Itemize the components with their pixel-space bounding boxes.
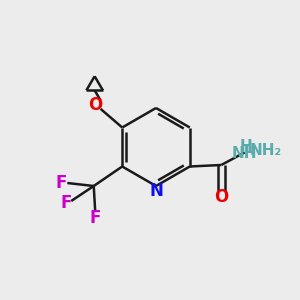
Text: F: F [60,194,71,212]
Text: NH: NH [232,146,257,161]
Text: NH₂: NH₂ [249,142,281,158]
Text: F: F [56,174,67,192]
Text: O: O [88,96,102,114]
Text: H: H [240,139,253,154]
Text: N: N [149,182,163,200]
Text: O: O [214,188,228,206]
Text: F: F [89,209,101,227]
